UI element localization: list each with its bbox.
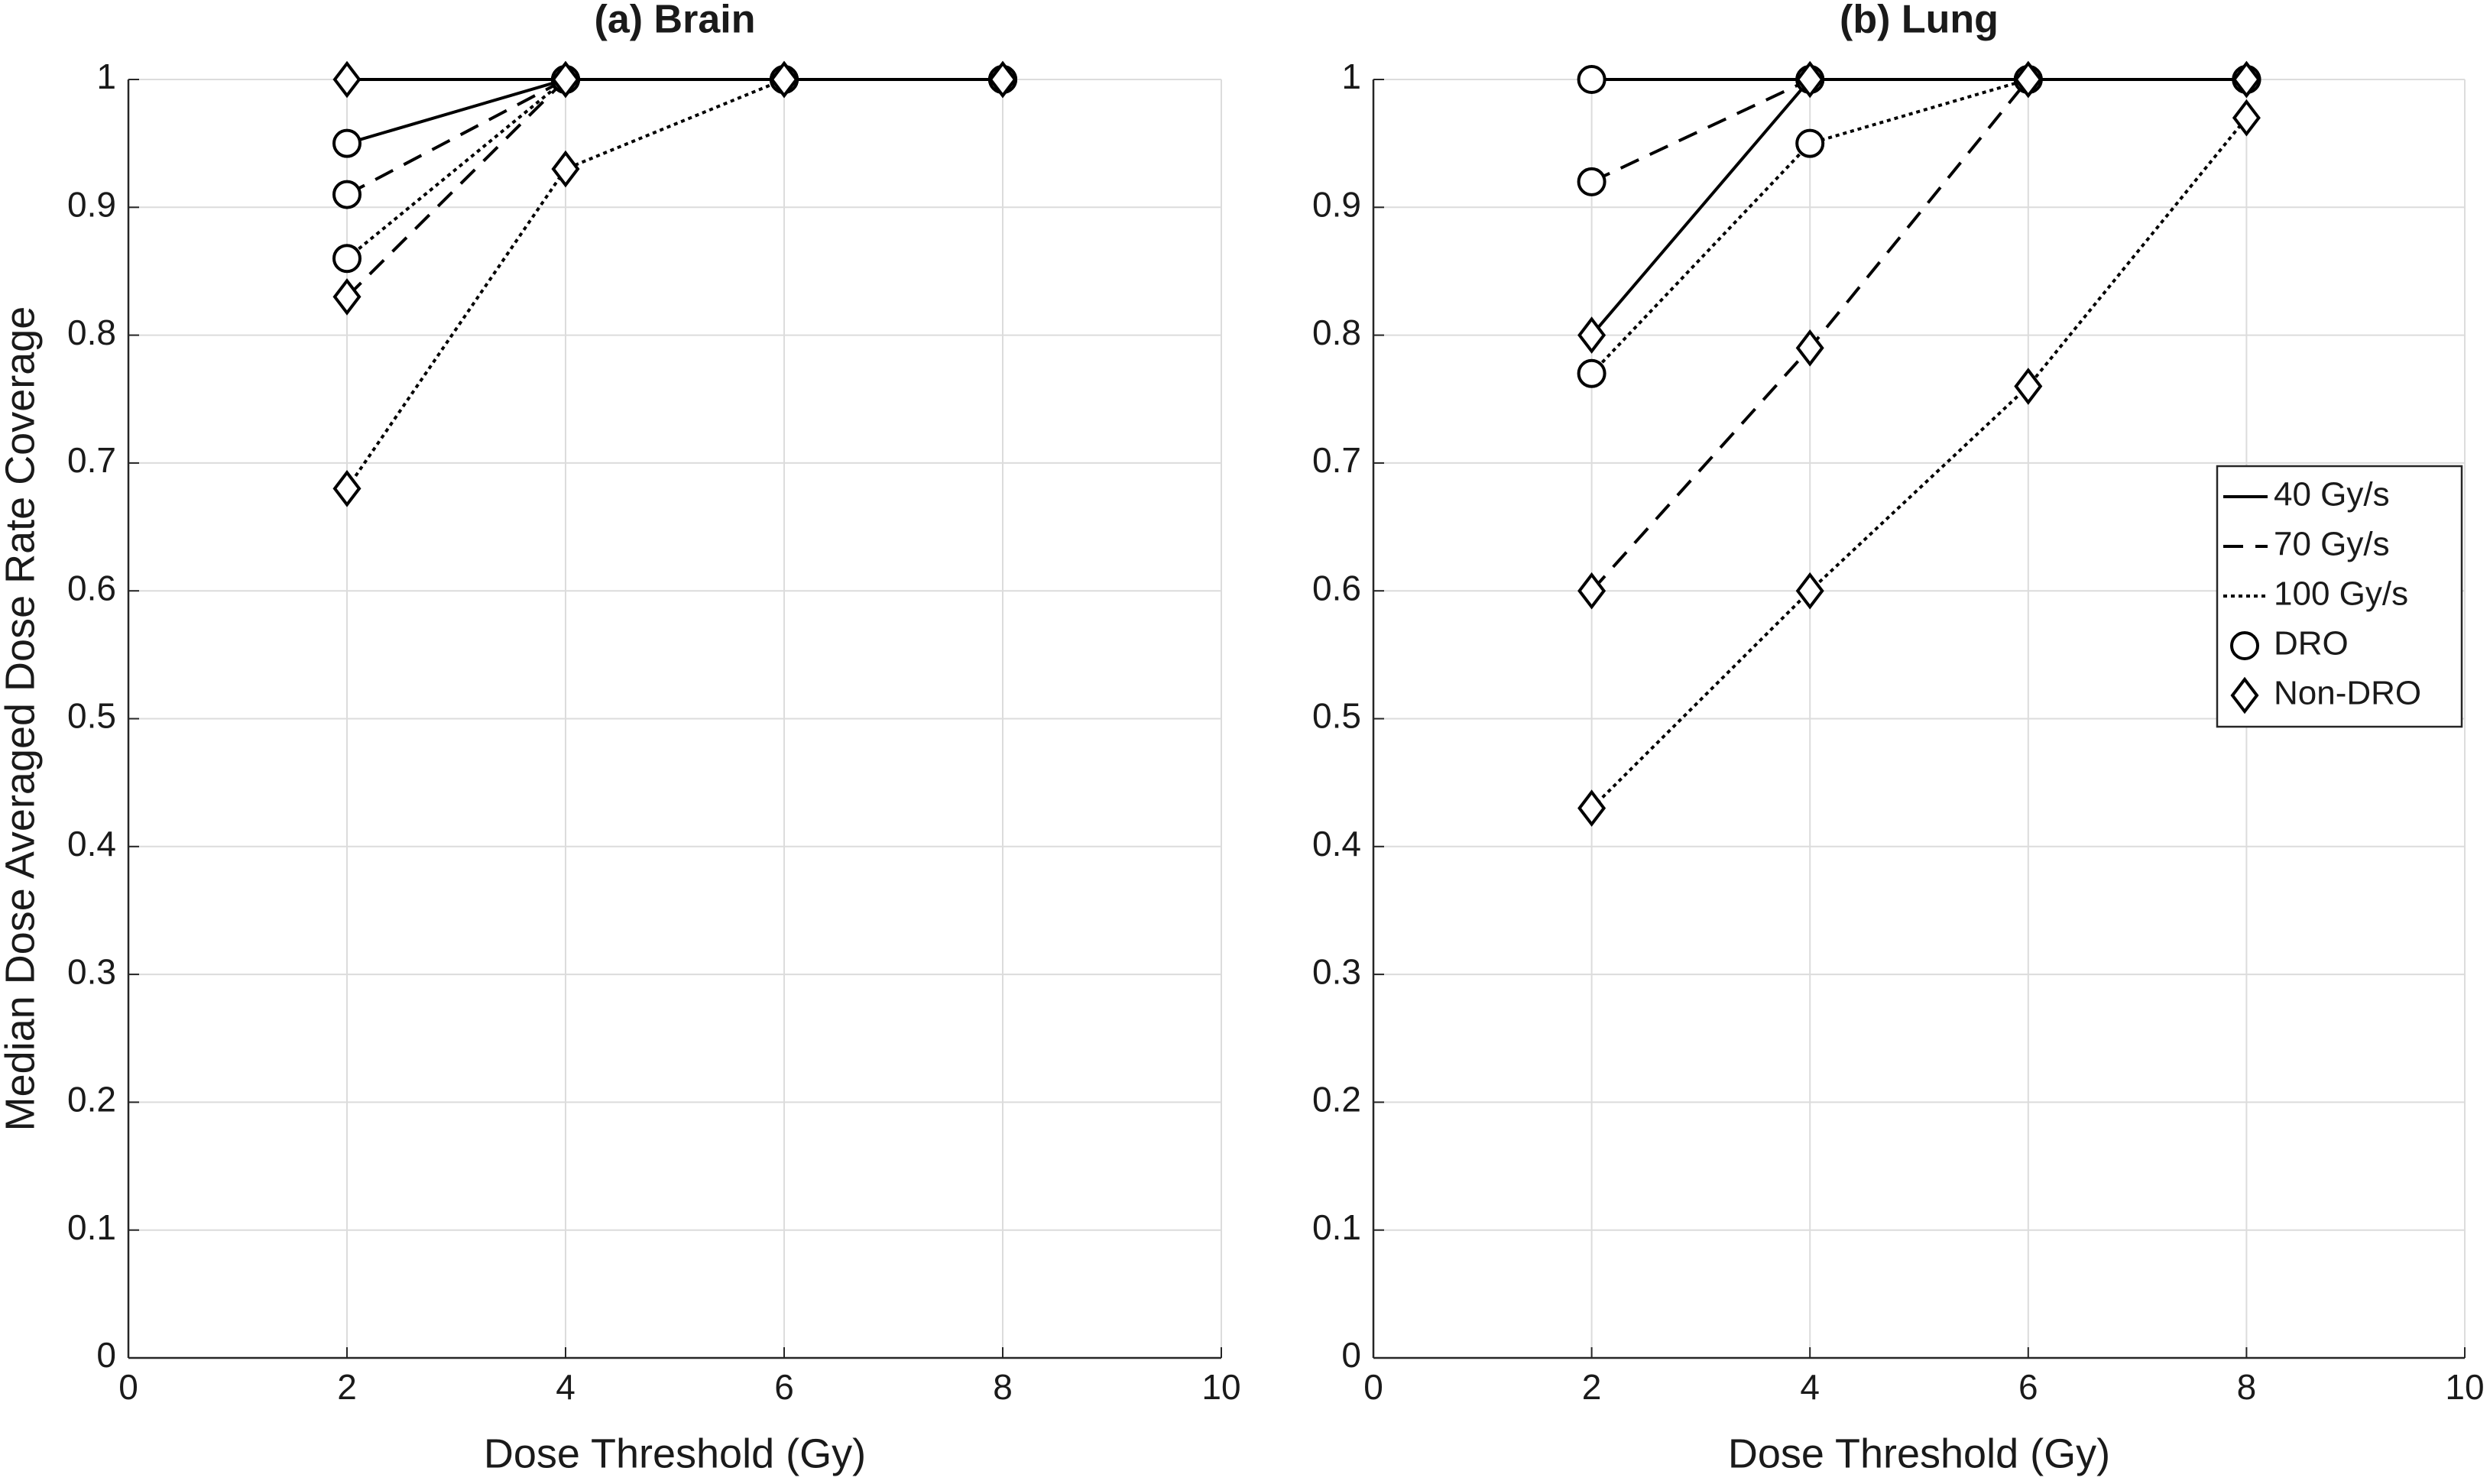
legend-label: 70 Gy/s: [2274, 526, 2390, 563]
y-tick-label: 0.3: [67, 951, 116, 991]
marker: [332, 180, 362, 209]
x-tick-label: 10: [2445, 1367, 2484, 1407]
marker: [988, 60, 1017, 99]
legend-label: 100 Gy/s: [2274, 575, 2408, 613]
series-line: [346, 78, 1003, 196]
y-tick-label: 0.6: [1312, 568, 1361, 608]
y-tick-label: 0.2: [1312, 1080, 1361, 1119]
marker: [1795, 572, 1824, 610]
marker: [2014, 368, 2043, 405]
y-tick-label: 0.4: [67, 824, 116, 864]
y-tick-label: 0.9: [67, 184, 116, 224]
legend-label: 40 Gy/s: [2274, 476, 2390, 514]
y-tick-label: 0.1: [67, 1207, 116, 1247]
marker: [332, 60, 362, 99]
legend-marker: [2230, 631, 2259, 660]
marker: [332, 128, 362, 158]
marker: [1795, 329, 1824, 367]
marker: [332, 470, 362, 507]
series-line: [1590, 116, 2248, 810]
marker: [1795, 128, 1825, 158]
x-axis-label: Dose Threshold (Gy): [1728, 1431, 2110, 1476]
marker: [1577, 167, 1607, 196]
marker: [1577, 789, 1607, 827]
y-tick-label: 0.3: [1312, 951, 1361, 991]
y-tick-label: 1: [96, 57, 116, 96]
x-tick-label: 0: [118, 1367, 138, 1407]
marker: [551, 60, 580, 99]
marker: [770, 60, 799, 99]
x-tick-label: 0: [1363, 1367, 1383, 1407]
series-line: [1590, 78, 2247, 183]
y-tick-label: 0: [96, 1335, 116, 1375]
legend-label: Non-DRO: [2274, 675, 2421, 712]
marker: [1577, 316, 1607, 354]
series-line: [1590, 78, 2247, 375]
y-tick-label: 0.5: [67, 696, 116, 736]
marker: [2014, 60, 2043, 99]
y-tick-label: 0.8: [67, 313, 116, 352]
legend-label: DRO: [2274, 625, 2349, 663]
marker: [1795, 60, 1824, 99]
legend: 40 Gy/s 70 Gy/s 100 Gy/s DRO Non-DRO: [2216, 465, 2463, 728]
x-tick-label: 4: [1800, 1367, 1820, 1407]
y-tick-label: 0.7: [1312, 440, 1361, 480]
series-line: [345, 78, 1003, 490]
y-tick-label: 1: [1341, 57, 1361, 96]
x-tick-label: 8: [993, 1367, 1013, 1407]
y-tick-label: 0.2: [67, 1080, 116, 1119]
chart-title: (a) Brain: [595, 0, 756, 42]
y-tick-label: 0.9: [1312, 184, 1361, 224]
y-tick-label: 0.5: [1312, 696, 1361, 736]
x-axis-label: Dose Threshold (Gy): [484, 1431, 866, 1476]
marker: [1577, 572, 1607, 610]
series-line: [1590, 78, 2247, 592]
marker: [2232, 99, 2261, 137]
x-tick-label: 10: [1201, 1367, 1240, 1407]
x-tick-label: 6: [774, 1367, 794, 1407]
y-tick-label: 0.7: [67, 440, 116, 480]
marker: [332, 244, 362, 274]
x-tick-label: 6: [2018, 1367, 2038, 1407]
y-tick-label: 0.4: [1312, 824, 1361, 864]
y-tick-label: 0: [1341, 1335, 1361, 1375]
x-tick-label: 4: [556, 1367, 575, 1407]
marker: [1577, 65, 1607, 94]
series-line: [345, 78, 1003, 298]
x-tick-label: 8: [2237, 1367, 2257, 1407]
legend-marker: [2230, 676, 2259, 714]
x-tick-label: 2: [337, 1367, 357, 1407]
y-axis-label: Median Dose Averaged Dose Rate Coverage: [0, 306, 43, 1132]
y-tick-label: 0.6: [67, 568, 116, 608]
chart-title: (b) Lung: [1840, 0, 1999, 42]
y-tick-label: 0.1: [1312, 1207, 1361, 1247]
legend-box: [2216, 465, 2463, 728]
series-line: [345, 78, 1003, 260]
marker: [332, 278, 362, 316]
series-line: [346, 78, 1003, 145]
marker: [2232, 60, 2261, 99]
marker: [1577, 358, 1607, 388]
marker: [551, 150, 580, 188]
x-tick-label: 2: [1582, 1367, 1602, 1407]
y-tick-label: 0.8: [1312, 313, 1361, 352]
